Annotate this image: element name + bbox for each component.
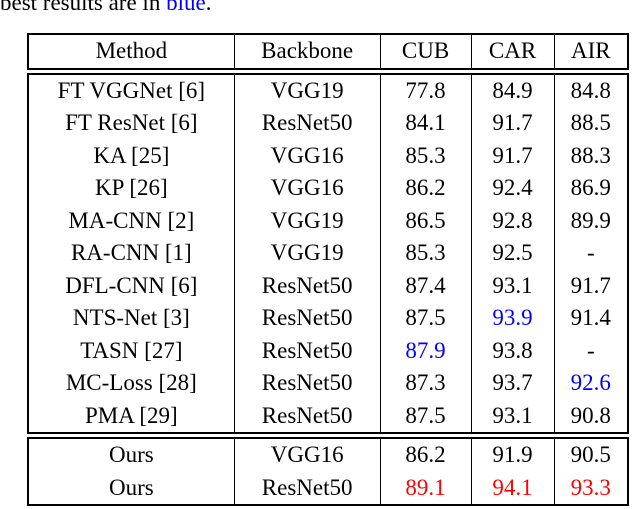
table-cell: 93.1 [472, 399, 555, 432]
table-cell: ResNet50 [235, 107, 381, 140]
table-row: RA-CNN [1] VGG19 85.3 92.5 - [29, 237, 627, 270]
caption-highlight: blue [166, 0, 206, 15]
table-cell: 94.1 [472, 471, 555, 504]
table-cell: FT VGGNet [6] [29, 74, 235, 107]
table-cell: KA [25] [29, 139, 235, 172]
column-header: Method [29, 35, 235, 68]
table-row: FT VGGNet [6] VGG19 77.8 84.9 84.8 [29, 74, 627, 107]
table-row: DFL-CNN [6] ResNet50 87.4 93.1 91.7 [29, 269, 627, 302]
column-header: CAR [472, 35, 555, 68]
table-cell: 91.4 [570, 305, 611, 330]
table-cell: TASN [27] [29, 334, 235, 367]
column-header: AIR [570, 38, 611, 63]
table-cell: MA-CNN [2] [29, 204, 235, 237]
table-cell: ResNet50 [235, 471, 381, 504]
table-row: MC-Loss [28] ResNet50 87.3 93.7 92.6 [29, 367, 627, 400]
table-cell: 84.8 [570, 77, 611, 103]
table-cell: KP [26] [29, 172, 235, 205]
table-row: TASN [27] ResNet50 87.9 93.8 - [29, 334, 627, 367]
table-cell: 93.8 [472, 334, 555, 367]
table-cell: 85.3 [381, 237, 472, 270]
table-cell: 84.1 [381, 107, 472, 140]
column-header: CUB [381, 35, 472, 68]
column-header: Backbone [235, 35, 381, 68]
table-cell: 87.5 [381, 302, 472, 335]
caption-period: . [205, 0, 212, 15]
table-cell: 90.5 [570, 442, 611, 467]
table-cell: ResNet50 [235, 399, 381, 432]
table-body-section: FT VGGNet [6] VGG19 77.8 84.9 84.8 FT ResNet … [27, 72, 629, 434]
table-cell: VGG19 [235, 237, 381, 270]
table-ours-section: Ours VGG16 86.2 91.9 90.5 Ours ResNet50 89.1 94.… [27, 437, 629, 506]
table-cell: VGG19 [235, 74, 381, 107]
table-cell: 88.5 [570, 110, 611, 135]
table-cell: 93.1 [472, 269, 555, 302]
table-cell: MC-Loss [28] [29, 367, 235, 400]
table-cell: 93.9 [472, 302, 555, 335]
table-cell: 93.7 [472, 367, 555, 400]
table-cell: 92.8 [472, 204, 555, 237]
table-row: PMA [29] ResNet50 87.5 93.1 90.8 [29, 399, 627, 432]
table-row: Ours VGG16 86.2 91.9 90.5 [29, 439, 627, 472]
table-cell: - [586, 240, 595, 265]
table-cell: RA-CNN [1] [29, 237, 235, 270]
results-table: Method Backbone CUB CAR AIR FT VGGNet [6] VGG… [27, 33, 629, 506]
caption-text: best results are in [0, 0, 167, 15]
table-cell: VGG16 [235, 439, 381, 472]
table-cell: 86.9 [570, 175, 611, 200]
table-cell: VGG16 [235, 172, 381, 205]
table-cell: 91.7 [570, 272, 611, 298]
header-row: Method Backbone CUB CAR AIR [29, 35, 627, 68]
table-cell: VGG16 [235, 139, 381, 172]
table-cell: - [586, 337, 595, 363]
table-caption: best results are in blue. [0, 0, 211, 16]
table-row: KP [26] VGG16 86.2 92.4 86.9 [29, 172, 627, 205]
table-cell: DFL-CNN [6] [29, 269, 235, 302]
table-cell: ResNet50 [235, 367, 381, 400]
table-cell: 87.3 [381, 367, 472, 400]
table-row: NTS-Net [3] ResNet50 87.5 93.9 91.4 [29, 302, 627, 335]
table-row: FT ResNet [6] ResNet50 84.1 91.7 88.5 [29, 107, 627, 140]
table-header-section: Method Backbone CUB CAR AIR [27, 33, 629, 70]
table-cell: 87.5 [381, 399, 472, 432]
table-cell: ResNet50 [235, 334, 381, 367]
table-cell: 92.6 [570, 370, 611, 395]
table-cell: 87.4 [381, 269, 472, 302]
table-cell: 88.3 [570, 142, 611, 168]
table-cell: ResNet50 [235, 269, 381, 302]
table-cell: 91.9 [472, 439, 555, 472]
table-cell: 84.9 [472, 74, 555, 107]
table-cell: ResNet50 [235, 302, 381, 335]
table-cell: 86.2 [381, 439, 472, 472]
table-cell: Ours [29, 471, 235, 504]
table-cell: PMA [29] [29, 399, 235, 432]
table-cell: 93.3 [570, 474, 611, 500]
table-cell: 77.8 [381, 74, 472, 107]
table-cell: 85.3 [381, 139, 472, 172]
table-cell: 89.9 [570, 207, 611, 233]
table-cell: 90.8 [570, 402, 611, 428]
table-cell: NTS-Net [3] [29, 302, 235, 335]
table-cell: 89.1 [381, 471, 472, 504]
table-cell: FT ResNet [6] [29, 107, 235, 140]
table-cell: 86.2 [381, 172, 472, 205]
table-cell: VGG19 [235, 204, 381, 237]
table-cell: 92.4 [472, 172, 555, 205]
table-cell: 92.5 [472, 237, 555, 270]
table-row: Ours ResNet50 89.1 94.1 93.3 [29, 471, 627, 504]
table-cell: Ours [29, 439, 235, 472]
table-cell: 86.5 [381, 204, 472, 237]
table-cell: 91.7 [472, 139, 555, 172]
table-row: MA-CNN [2] VGG19 86.5 92.8 89.9 [29, 204, 627, 237]
table-row: KA [25] VGG16 85.3 91.7 88.3 [29, 139, 627, 172]
table-cell: 91.7 [472, 107, 555, 140]
table-cell: 87.9 [381, 334, 472, 367]
